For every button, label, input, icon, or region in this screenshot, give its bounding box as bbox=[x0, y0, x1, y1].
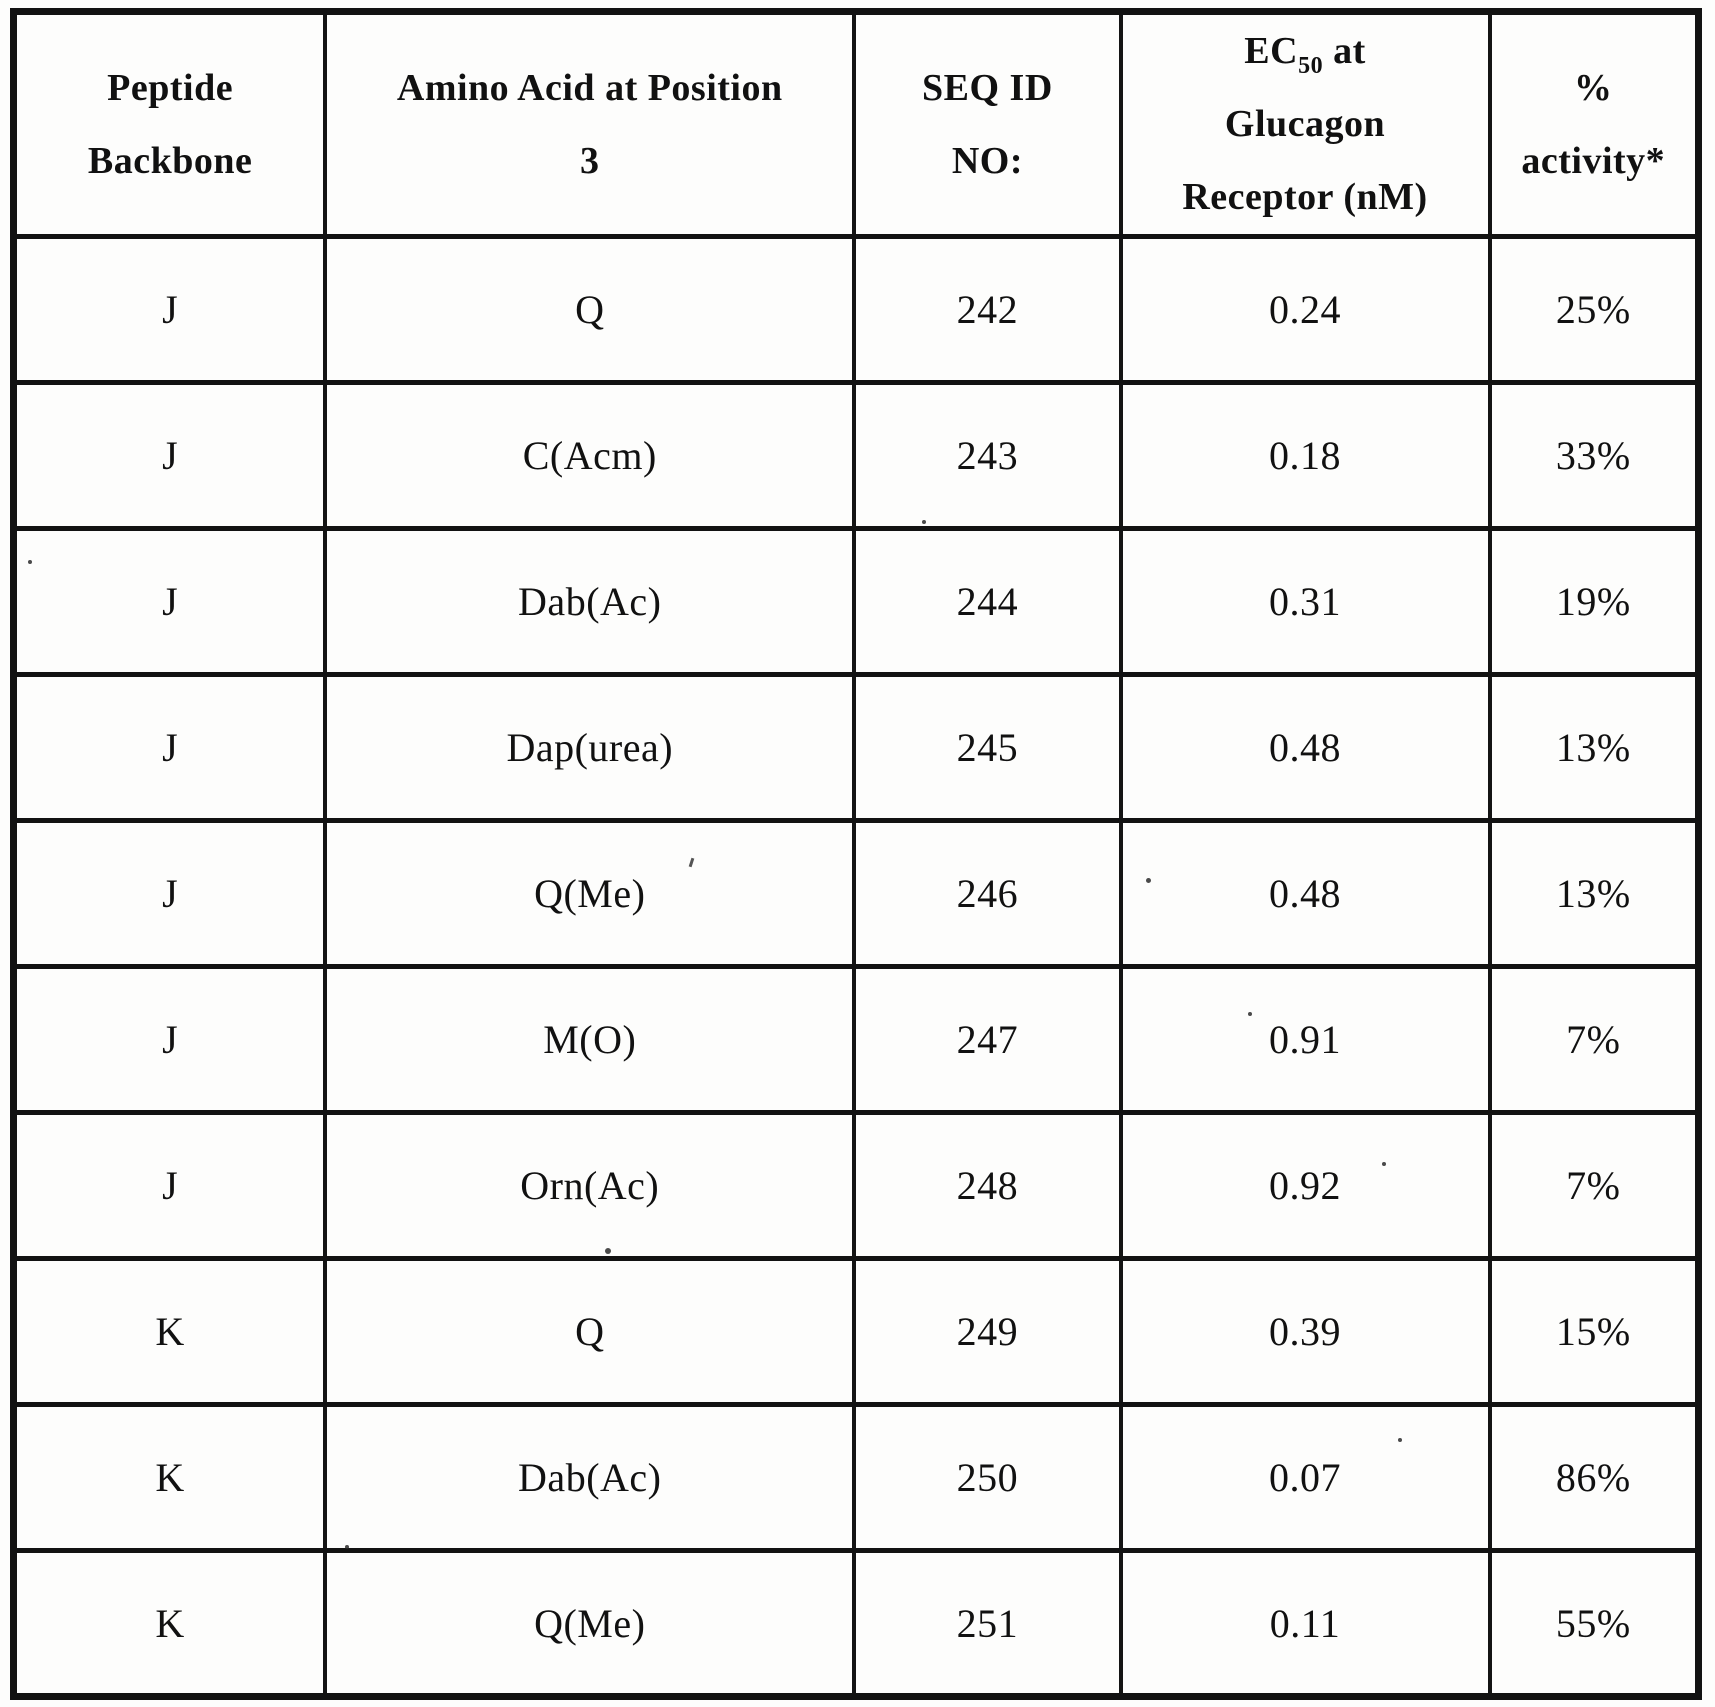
ec50-subscript: 50 bbox=[1298, 53, 1324, 79]
cell-ec50: 0.07 bbox=[1118, 1402, 1492, 1553]
cell-backbone: K bbox=[11, 1256, 328, 1407]
cell-backbone: J bbox=[11, 964, 328, 1115]
header-line: Glucagon bbox=[1224, 103, 1386, 145]
cell-amino-acid: Q(Me) bbox=[323, 1548, 857, 1699]
cell-amino-acid: Dap(urea) bbox=[323, 672, 857, 823]
cell-activity: 19% bbox=[1487, 526, 1701, 677]
header-line: Backbone bbox=[87, 139, 253, 182]
cell-ec50: 0.24 bbox=[1118, 234, 1492, 385]
scan-artifact bbox=[28, 560, 32, 564]
header-row: Peptide Backbone Amino Acid at Position … bbox=[11, 9, 1701, 239]
col-header-peptide-backbone: Peptide Backbone bbox=[11, 9, 328, 239]
cell-backbone: J bbox=[11, 1110, 328, 1261]
table-row: J Dap(urea) 245 0.48 13% bbox=[11, 672, 1701, 823]
cell-activity: 86% bbox=[1487, 1402, 1701, 1553]
cell-seq-id: 251 bbox=[852, 1548, 1123, 1699]
cell-amino-acid: Q bbox=[323, 234, 857, 385]
table-header: Peptide Backbone Amino Acid at Position … bbox=[11, 9, 1701, 239]
table-row: K Dab(Ac) 250 0.07 86% bbox=[11, 1402, 1701, 1553]
header-line: Peptide bbox=[107, 66, 234, 109]
cell-activity: 25% bbox=[1487, 234, 1701, 385]
cell-ec50: 0.48 bbox=[1118, 818, 1492, 969]
table-row: J Q(Me) 246 0.48 13% bbox=[11, 818, 1701, 969]
cell-amino-acid: Q(Me) bbox=[323, 818, 857, 969]
scan-artifact bbox=[1146, 878, 1151, 883]
cell-activity: 13% bbox=[1487, 672, 1701, 823]
scan-artifact bbox=[922, 520, 926, 524]
cell-amino-acid: Orn(Ac) bbox=[323, 1110, 857, 1261]
cell-seq-id: 244 bbox=[852, 526, 1123, 677]
cell-activity: 7% bbox=[1487, 1110, 1701, 1261]
cell-backbone: J bbox=[11, 380, 328, 531]
cell-ec50: 0.18 bbox=[1118, 380, 1492, 531]
cell-backbone: J bbox=[11, 234, 328, 385]
cell-seq-id: 243 bbox=[852, 380, 1123, 531]
cell-amino-acid: C(Acm) bbox=[323, 380, 857, 531]
table-row: J Orn(Ac) 248 0.92 7% bbox=[11, 1110, 1701, 1261]
cell-amino-acid: Dab(Ac) bbox=[323, 526, 857, 677]
cell-ec50: 0.31 bbox=[1118, 526, 1492, 677]
cell-seq-id: 249 bbox=[852, 1256, 1123, 1407]
cell-activity: 13% bbox=[1487, 818, 1701, 969]
cell-ec50: 0.92 bbox=[1118, 1110, 1492, 1261]
cell-backbone: J bbox=[11, 672, 328, 823]
header-line: activity* bbox=[1521, 139, 1666, 182]
cell-activity: 55% bbox=[1487, 1548, 1701, 1699]
scan-artifact bbox=[1382, 1162, 1386, 1166]
cell-activity: 15% bbox=[1487, 1256, 1701, 1407]
cell-seq-id: 242 bbox=[852, 234, 1123, 385]
cell-activity: 7% bbox=[1487, 964, 1701, 1115]
cell-seq-id: 245 bbox=[852, 672, 1123, 823]
table-row: J C(Acm) 243 0.18 33% bbox=[11, 380, 1701, 531]
cell-backbone: J bbox=[11, 818, 328, 969]
cell-backbone: K bbox=[11, 1548, 328, 1699]
scan-artifact bbox=[605, 1248, 611, 1254]
cell-backbone: J bbox=[11, 526, 328, 677]
table-row: J Q 242 0.24 25% bbox=[11, 234, 1701, 385]
header-line: Receptor (nM) bbox=[1182, 176, 1428, 218]
col-header-amino-acid-position-3: Amino Acid at Position 3 bbox=[323, 9, 857, 239]
cell-ec50: 0.48 bbox=[1118, 672, 1492, 823]
cell-amino-acid: Dab(Ac) bbox=[323, 1402, 857, 1553]
cell-ec50: 0.39 bbox=[1118, 1256, 1492, 1407]
cell-seq-id: 247 bbox=[852, 964, 1123, 1115]
table-row: J Dab(Ac) 244 0.31 19% bbox=[11, 526, 1701, 677]
cell-ec50: 0.91 bbox=[1118, 964, 1492, 1115]
scan-artifact bbox=[1248, 1012, 1252, 1016]
table-row: J M(O) 247 0.91 7% bbox=[11, 964, 1701, 1115]
table-body: J Q 242 0.24 25% J C(Acm) 243 0.18 33% J… bbox=[11, 234, 1701, 1699]
cell-backbone: K bbox=[11, 1402, 328, 1553]
peptide-activity-table: Peptide Backbone Amino Acid at Position … bbox=[10, 8, 1702, 1700]
cell-amino-acid: Q bbox=[323, 1256, 857, 1407]
header-line: NO: bbox=[951, 139, 1023, 182]
header-line: Amino Acid at Position bbox=[396, 66, 783, 109]
header-line: SEQ ID bbox=[922, 66, 1053, 109]
cell-ec50: 0.11 bbox=[1118, 1548, 1492, 1699]
cell-seq-id: 246 bbox=[852, 818, 1123, 969]
header-line-ec50: EC50 at bbox=[1244, 30, 1366, 79]
table-row: K Q 249 0.39 15% bbox=[11, 1256, 1701, 1407]
scan-artifact bbox=[1398, 1438, 1402, 1442]
col-header-percent-activity: % activity* bbox=[1487, 9, 1701, 239]
scan-artifact bbox=[345, 1545, 349, 1549]
cell-amino-acid: M(O) bbox=[323, 964, 857, 1115]
table-row: K Q(Me) 251 0.11 55% bbox=[11, 1548, 1701, 1699]
header-line: 3 bbox=[580, 139, 600, 182]
col-header-ec50-glucagon-receptor: EC50 at Glucagon Receptor (nM) bbox=[1118, 9, 1492, 239]
cell-seq-id: 250 bbox=[852, 1402, 1123, 1553]
header-line: % bbox=[1574, 66, 1613, 109]
cell-activity: 33% bbox=[1487, 380, 1701, 531]
cell-seq-id: 248 bbox=[852, 1110, 1123, 1261]
col-header-seq-id-no: SEQ ID NO: bbox=[852, 9, 1123, 239]
